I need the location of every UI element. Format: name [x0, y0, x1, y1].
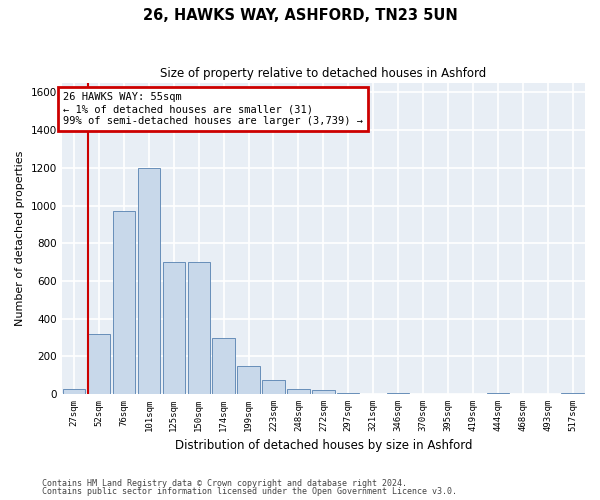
- Text: Contains public sector information licensed under the Open Government Licence v3: Contains public sector information licen…: [42, 487, 457, 496]
- Bar: [262, 380, 285, 394]
- Bar: [287, 390, 310, 394]
- Bar: [188, 262, 210, 394]
- Title: Size of property relative to detached houses in Ashford: Size of property relative to detached ho…: [160, 68, 487, 80]
- Bar: [88, 334, 110, 394]
- Bar: [238, 366, 260, 394]
- Text: 26, HAWKS WAY, ASHFORD, TN23 5UN: 26, HAWKS WAY, ASHFORD, TN23 5UN: [143, 8, 457, 22]
- Text: Contains HM Land Registry data © Crown copyright and database right 2024.: Contains HM Land Registry data © Crown c…: [42, 478, 407, 488]
- Text: 26 HAWKS WAY: 55sqm
← 1% of detached houses are smaller (31)
99% of semi-detache: 26 HAWKS WAY: 55sqm ← 1% of detached hou…: [63, 92, 363, 126]
- Bar: [337, 393, 359, 394]
- Y-axis label: Number of detached properties: Number of detached properties: [15, 151, 25, 326]
- Bar: [113, 211, 135, 394]
- Bar: [562, 393, 584, 394]
- X-axis label: Distribution of detached houses by size in Ashford: Distribution of detached houses by size …: [175, 440, 472, 452]
- Bar: [387, 393, 409, 394]
- Bar: [63, 390, 85, 394]
- Bar: [137, 168, 160, 394]
- Bar: [212, 338, 235, 394]
- Bar: [487, 393, 509, 394]
- Bar: [312, 390, 335, 394]
- Bar: [163, 262, 185, 394]
